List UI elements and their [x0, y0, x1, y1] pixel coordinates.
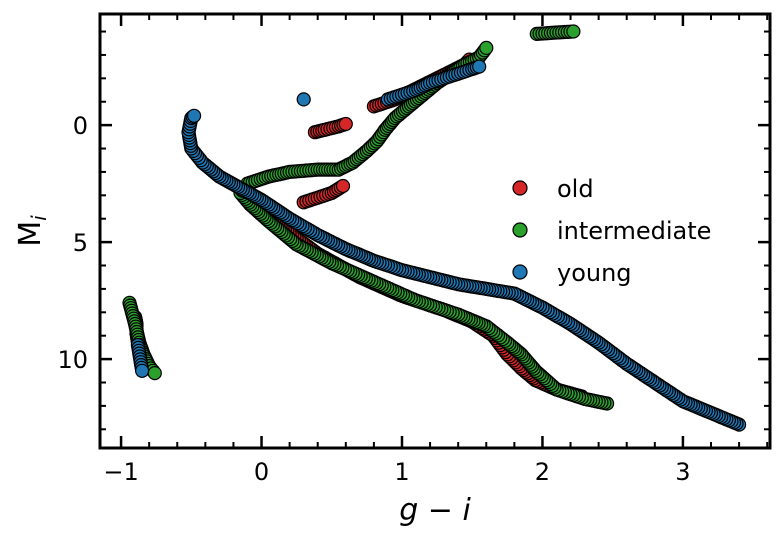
data-point-old — [338, 116, 353, 132]
y-axis-label-subscript: i — [27, 215, 51, 221]
data-point-intermediate — [479, 40, 494, 56]
y-tick-label: 10 — [57, 346, 88, 374]
data-point-young — [135, 363, 150, 378]
x-tick-label: 3 — [675, 458, 690, 486]
y-tick-label: 0 — [73, 112, 88, 140]
data-point-young — [296, 92, 311, 107]
axis-ticks: −1 0 1 2 3 0 5 10 — [57, 14, 770, 486]
y-axis-label: Mi — [13, 215, 51, 247]
x-tick-label: 2 — [535, 458, 550, 486]
y-tick-label: 5 — [73, 229, 88, 257]
x-tick-label: −1 — [103, 458, 138, 486]
data-point-young — [472, 59, 487, 74]
data-point-intermediate — [147, 366, 162, 381]
legend-marker-old — [512, 180, 528, 196]
legend-label-young: young — [557, 259, 632, 287]
series-intermediate — [122, 24, 615, 411]
plot-frame — [98, 12, 772, 450]
y-axis-label-main: M — [13, 221, 48, 247]
legend-label-old: old — [557, 175, 594, 203]
legend-marker-young — [512, 264, 528, 280]
legend-marker-intermediate — [512, 222, 528, 238]
data-points — [122, 24, 747, 432]
x-tick-label: 1 — [394, 458, 409, 486]
data-point-old — [335, 178, 351, 194]
data-point-young — [187, 108, 202, 123]
legend: old intermediate young — [512, 175, 711, 287]
x-axis-label: g − i — [399, 493, 471, 528]
data-point-intermediate — [566, 24, 581, 39]
x-tick-label: 0 — [254, 458, 269, 486]
series-young — [130, 59, 747, 432]
legend-label-intermediate: intermediate — [557, 217, 711, 245]
